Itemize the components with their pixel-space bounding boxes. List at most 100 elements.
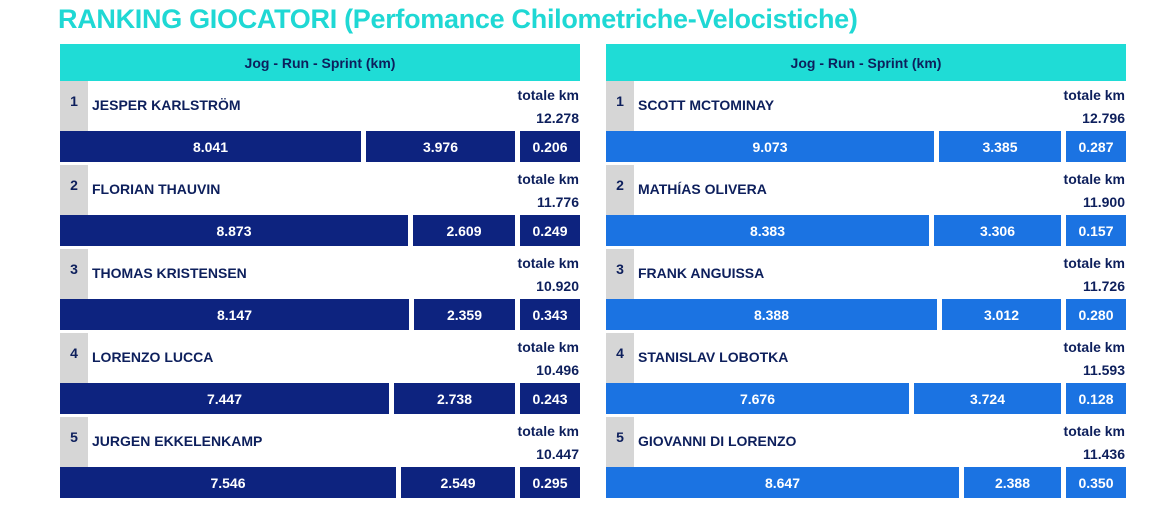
total-value: 11.900 <box>1082 194 1125 210</box>
player-name: STANISLAV LOBOTKA <box>638 349 789 365</box>
rank-badge: 4 <box>606 333 634 383</box>
jog-bar: 8.388 <box>606 299 937 330</box>
sprint-bar: 0.206 <box>520 131 580 162</box>
jog-bar: 8.873 <box>60 215 408 246</box>
player-name: FLORIAN THAUVIN <box>92 181 221 197</box>
player-header: 5 GIOVANNI DI LORENZO totale km 11.436 <box>606 417 1126 467</box>
total-value: 11.436 <box>1082 446 1125 462</box>
total-label: totale km <box>517 339 579 355</box>
run-bar: 2.549 <box>401 467 515 498</box>
sprint-bar: 0.128 <box>1066 383 1126 414</box>
player-header: 2 FLORIAN THAUVIN totale km 11.776 <box>60 165 580 215</box>
total-value: 12.278 <box>536 110 579 126</box>
player-name: JURGEN EKKELENKAMP <box>92 433 263 449</box>
distance-bars: 7.676 3.724 0.128 <box>606 383 1126 414</box>
player-row: 3 FRANK ANGUISSA totale km 11.726 8.388 3.012… <box>606 249 1126 333</box>
ranking-panel-left: Jog - Run - Sprint (km) 1 JESPER KARLSTRÖ… <box>60 44 580 501</box>
player-name: MATHÍAS OLIVERA <box>638 181 767 197</box>
player-header: 3 THOMAS KRISTENSEN totale km 10.920 <box>60 249 580 299</box>
player-header: 3 FRANK ANGUISSA totale km 11.726 <box>606 249 1126 299</box>
player-list: 1 JESPER KARLSTRÖM totale km 12.278 8.041 3.9… <box>60 81 580 501</box>
distance-bars: 8.147 2.359 0.343 <box>60 299 580 330</box>
panel-header: Jog - Run - Sprint (km) <box>60 44 580 81</box>
total-label: totale km <box>1063 87 1125 103</box>
total-label: totale km <box>517 171 579 187</box>
jog-bar: 8.147 <box>60 299 409 330</box>
rank-badge: 3 <box>606 249 634 299</box>
player-row: 4 STANISLAV LOBOTKA totale km 11.593 7.676 3.… <box>606 333 1126 417</box>
jog-bar: 8.647 <box>606 467 959 498</box>
player-name: JESPER KARLSTRÖM <box>92 97 241 113</box>
rank-badge: 4 <box>60 333 88 383</box>
total-value: 12.796 <box>1082 110 1125 126</box>
player-row: 3 THOMAS KRISTENSEN totale km 10.920 8.147 2.… <box>60 249 580 333</box>
jog-bar: 7.676 <box>606 383 909 414</box>
player-row: 1 JESPER KARLSTRÖM totale km 12.278 8.041 3.9… <box>60 81 580 165</box>
player-row: 1 SCOTT MCTOMINAY totale km 12.796 9.073 3.38… <box>606 81 1126 165</box>
distance-bars: 8.388 3.012 0.280 <box>606 299 1126 330</box>
jog-bar: 7.447 <box>60 383 389 414</box>
distance-bars: 7.546 2.549 0.295 <box>60 467 580 498</box>
distance-bars: 8.041 3.976 0.206 <box>60 131 580 162</box>
total-label: totale km <box>1063 339 1125 355</box>
total-value: 10.447 <box>536 446 579 462</box>
jog-bar: 9.073 <box>606 131 934 162</box>
rank-badge: 2 <box>60 165 88 215</box>
total-value: 11.776 <box>536 194 579 210</box>
run-bar: 2.738 <box>394 383 515 414</box>
player-header: 4 LORENZO LUCCA totale km 10.496 <box>60 333 580 383</box>
rank-badge: 1 <box>606 81 634 131</box>
jog-bar: 7.546 <box>60 467 396 498</box>
rank-badge: 5 <box>606 417 634 467</box>
rank-badge: 1 <box>60 81 88 131</box>
player-name: FRANK ANGUISSA <box>638 265 765 281</box>
distance-bars: 8.647 2.388 0.350 <box>606 467 1126 498</box>
sprint-bar: 0.343 <box>520 299 580 330</box>
run-bar: 2.609 <box>413 215 515 246</box>
player-row: 2 FLORIAN THAUVIN totale km 11.776 8.873 2.60… <box>60 165 580 249</box>
total-value: 10.496 <box>536 362 579 378</box>
rank-badge: 5 <box>60 417 88 467</box>
total-value: 10.920 <box>536 278 579 294</box>
rank-badge: 2 <box>606 165 634 215</box>
player-name: SCOTT MCTOMINAY <box>638 97 775 113</box>
distance-bars: 9.073 3.385 0.287 <box>606 131 1126 162</box>
distance-bars: 7.447 2.738 0.243 <box>60 383 580 414</box>
sprint-bar: 0.280 <box>1066 299 1126 330</box>
player-row: 5 GIOVANNI DI LORENZO totale km 11.436 8.647… <box>606 417 1126 501</box>
player-header: 1 SCOTT MCTOMINAY totale km 12.796 <box>606 81 1126 131</box>
jog-bar: 8.041 <box>60 131 361 162</box>
run-bar: 2.359 <box>414 299 515 330</box>
sprint-bar: 0.287 <box>1066 131 1126 162</box>
total-label: totale km <box>1063 423 1125 439</box>
sprint-bar: 0.249 <box>520 215 580 246</box>
total-label: totale km <box>517 87 579 103</box>
player-name: GIOVANNI DI LORENZO <box>638 433 797 449</box>
total-label: totale km <box>1063 255 1125 271</box>
player-name: LORENZO LUCCA <box>92 349 214 365</box>
total-value: 11.593 <box>1082 362 1125 378</box>
player-row: 2 MATHÍAS OLIVERA totale km 11.900 8.383 3.30… <box>606 165 1126 249</box>
run-bar: 3.012 <box>942 299 1061 330</box>
player-header: 4 STANISLAV LOBOTKA totale km 11.593 <box>606 333 1126 383</box>
run-bar: 3.385 <box>939 131 1061 162</box>
run-bar: 3.976 <box>366 131 515 162</box>
run-bar: 3.306 <box>934 215 1061 246</box>
distance-bars: 8.873 2.609 0.249 <box>60 215 580 246</box>
player-row: 4 LORENZO LUCCA totale km 10.496 7.447 2.738 0… <box>60 333 580 417</box>
total-label: totale km <box>1063 171 1125 187</box>
sprint-bar: 0.243 <box>520 383 580 414</box>
run-bar: 3.724 <box>914 383 1061 414</box>
total-value: 11.726 <box>1082 278 1125 294</box>
player-name: THOMAS KRISTENSEN <box>92 265 247 281</box>
total-label: totale km <box>517 423 579 439</box>
panel-header: Jog - Run - Sprint (km) <box>606 44 1126 81</box>
sprint-bar: 0.350 <box>1066 467 1126 498</box>
distance-bars: 8.383 3.306 0.157 <box>606 215 1126 246</box>
player-header: 5 JURGEN EKKELENKAMP totale km 10.447 <box>60 417 580 467</box>
sprint-bar: 0.157 <box>1066 215 1126 246</box>
player-row: 5 JURGEN EKKELENKAMP totale km 10.447 7.546 2… <box>60 417 580 501</box>
player-list: 1 SCOTT MCTOMINAY totale km 12.796 9.073 3.38… <box>606 81 1126 501</box>
page-title: RANKING GIOCATORI (Perfomance Chilometri… <box>58 4 858 34</box>
run-bar: 2.388 <box>964 467 1061 498</box>
